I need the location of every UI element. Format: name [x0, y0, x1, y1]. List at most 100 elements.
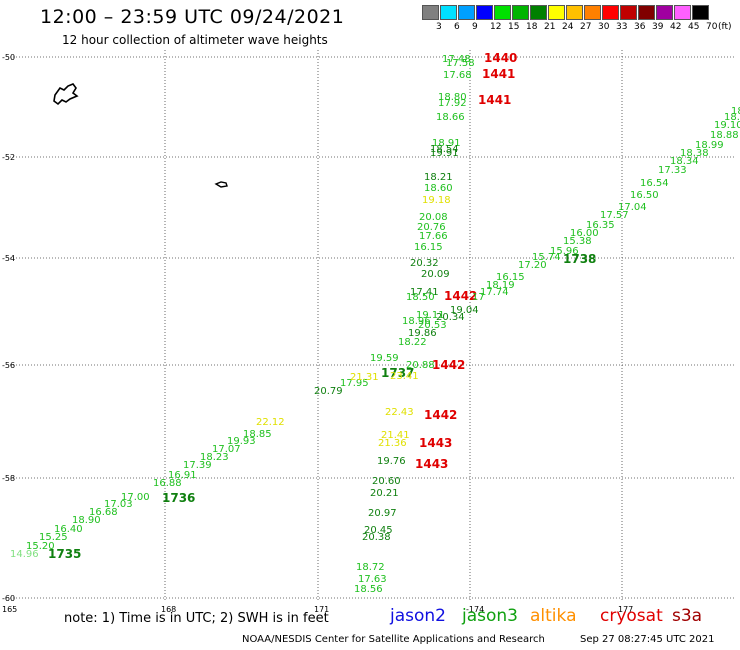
wave-height-label: 16.35	[586, 220, 615, 231]
scale-swatch	[422, 5, 439, 20]
scale-label: 70	[706, 22, 718, 32]
lon-label: 177	[618, 605, 633, 614]
wave-height-label: 17.03	[104, 499, 133, 510]
scale-label: 39	[652, 22, 664, 32]
axis-labels: -50 -52 -54 -56 -58 -60 165 168 171 -174 177	[2, 53, 633, 614]
scale-swatch	[584, 5, 601, 20]
legend-jason2: jason2	[390, 606, 446, 626]
lon-label: -174	[466, 605, 484, 614]
wave-height-label: 19.11	[416, 310, 445, 321]
scale-swatch	[674, 5, 691, 20]
scale-swatch	[620, 5, 637, 20]
wave-height-label: 18.80	[438, 92, 467, 103]
pass-time-label: 1442	[424, 408, 457, 422]
scale-label: 30	[598, 22, 610, 32]
scale-label: 15	[508, 22, 520, 32]
wave-height-label: 18.90	[72, 515, 101, 526]
wave-height-label: 20.79	[314, 386, 343, 397]
lon-label: 168	[161, 605, 176, 614]
wave-height-label: 18.66	[436, 112, 465, 123]
scale-swatch	[656, 5, 673, 20]
lon-label: 171	[314, 605, 329, 614]
scale-swatch	[530, 5, 547, 20]
wave-height-label: 16.40	[54, 524, 83, 535]
wave-height-label: 17.41	[410, 287, 439, 298]
scale-swatch	[566, 5, 583, 20]
wave-height-label: 16.15	[414, 242, 443, 253]
pass-time-label: 1738	[563, 252, 596, 266]
wave-height-label: 17.48	[442, 54, 471, 65]
wave-height-label: 22.74	[0, 0, 29, 3]
footer-timestamp: Sep 27 08:27:45 UTC 2021	[580, 634, 715, 645]
scale-label: 33	[616, 22, 628, 32]
island-auckland-shape	[53, 83, 79, 106]
island-small-shape	[214, 181, 228, 188]
lat-label: -52	[2, 153, 15, 162]
wave-height-label: 17.58	[446, 58, 475, 69]
wave-height-label: 15.38	[563, 236, 592, 247]
scale-label: 12	[490, 22, 502, 32]
scale-label: 27	[580, 22, 592, 32]
footer-note: note: 1) Time is in UTC; 2) SWH is in fe…	[64, 611, 329, 626]
scale-swatch	[638, 5, 655, 20]
wave-height-label: 18.23	[200, 452, 229, 463]
wave-height-label: 16.15	[496, 272, 525, 283]
wave-height-label: 18.21	[424, 172, 453, 183]
wave-height-label: 16.00	[570, 228, 599, 239]
legend-altika: altika	[530, 606, 577, 626]
wave-height-label: 20.34	[436, 312, 465, 323]
scale-label: 45	[688, 22, 700, 32]
wave-height-label: 19.76	[377, 456, 406, 467]
wave-height-label: 18.38	[680, 148, 709, 159]
wave-height-label: 18.56	[354, 584, 383, 595]
lat-label: -54	[2, 254, 15, 263]
scale-label: 6	[454, 22, 460, 32]
wave-height-label: 18.50	[406, 292, 435, 303]
scale-unit: (ft)	[718, 22, 732, 32]
wave-height-label: 17.07	[212, 444, 241, 455]
lon-label: 165	[2, 605, 17, 614]
wave-height-label: 14.96	[10, 549, 39, 560]
wave-height-label: 17.04	[618, 202, 647, 213]
pass-time-label: 1441	[482, 67, 515, 81]
scale-swatch	[548, 5, 565, 20]
wave-height-label: 22.43	[385, 407, 414, 418]
scale-swatch	[458, 5, 475, 20]
wave-height-label: 20.38	[362, 532, 391, 543]
wave-height-label: 20.97	[368, 508, 397, 519]
wave-height-label: 16.88	[153, 478, 182, 489]
pass-time-label: 1442	[432, 358, 465, 372]
wave-height-label: 17.92	[438, 98, 467, 109]
wave-height-label: 19.86	[408, 328, 437, 339]
pass-time-label: 1737	[381, 366, 414, 380]
wave-height-label: 18.54	[430, 144, 459, 155]
wave-height-label: 19.59	[370, 353, 399, 364]
scale-label: 42	[670, 22, 682, 32]
pass-time-label: 1736	[162, 491, 195, 505]
wave-height-label: 17.68	[443, 70, 472, 81]
wave-height-label: 20.21	[370, 488, 399, 499]
scale-label: 21	[544, 22, 556, 32]
wave-height-label: 20.08	[419, 212, 448, 223]
pass-time-label: 1735	[48, 547, 81, 561]
footer-credit: NOAA/NESDIS Center for Satellite Applica…	[242, 634, 545, 645]
wave-height-label: 17	[472, 292, 485, 303]
scale-label: 36	[634, 22, 646, 32]
scale-label: 3	[436, 22, 442, 32]
wave-height-label: 15.74	[532, 252, 561, 263]
wave-height-label: 18.84	[724, 112, 740, 123]
color-scale-legend	[422, 5, 710, 21]
wave-height-label: 20.88	[406, 360, 435, 371]
wave-height-label: 18.72	[356, 562, 385, 573]
wave-height-label: 18.34	[670, 156, 699, 167]
wave-height-label: 21.31	[350, 372, 379, 383]
wave-height-label: 17.00	[121, 492, 150, 503]
wave-height-label: 21.36	[378, 438, 407, 449]
wave-height-label: 21.41	[381, 430, 410, 441]
lat-label: -60	[2, 594, 15, 603]
wave-height-label: 17.95	[340, 378, 369, 389]
wave-height-label: 17.63	[358, 574, 387, 585]
